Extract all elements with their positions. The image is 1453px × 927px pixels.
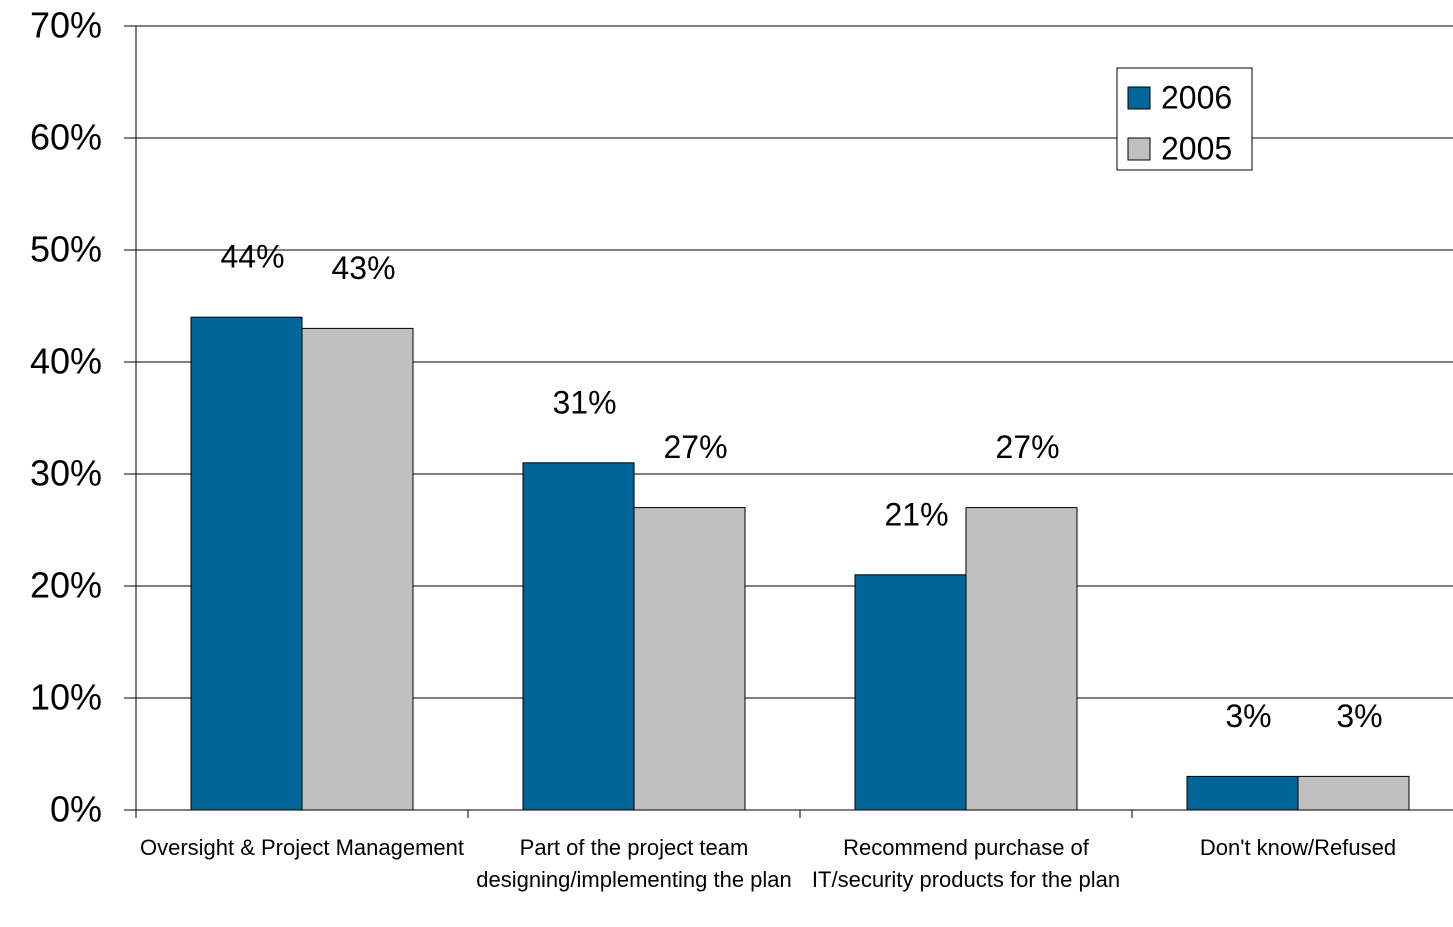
bar (633, 507, 746, 811)
y-tick-label: 20% (30, 565, 102, 606)
data-label: 3% (1336, 698, 1382, 734)
data-label: 27% (995, 429, 1059, 465)
data-label: 27% (663, 429, 727, 465)
y-tick-label: 30% (30, 453, 102, 494)
y-tick-label: 50% (30, 229, 102, 270)
legend-label: 2006 (1161, 79, 1232, 115)
bar (522, 462, 635, 811)
bar (965, 507, 1078, 811)
x-tick-label-box: Recommend purchase of IT/security produc… (811, 835, 1121, 892)
data-label: 3% (1225, 698, 1271, 734)
x-tick-label-box: Oversight & Project Management (139, 835, 465, 860)
legend-label: 2005 (1161, 130, 1232, 166)
legend-swatch (1127, 137, 1151, 161)
y-tick-label: 70% (30, 5, 102, 46)
data-label: 31% (552, 384, 616, 420)
y-tick-label: 0% (50, 789, 102, 830)
data-label: 44% (220, 239, 284, 275)
bar (1297, 775, 1410, 811)
legend-swatch (1127, 86, 1151, 110)
x-tick-label: Don't know/Refused (1199, 835, 1397, 860)
bar (190, 316, 303, 811)
data-label: 21% (884, 496, 948, 532)
y-tick-label: 10% (30, 677, 102, 718)
x-tick-label: Recommend purchase of IT/security produc… (811, 835, 1121, 892)
x-tick-label-box: Don't know/Refused (1199, 835, 1397, 860)
data-label: 43% (331, 250, 395, 286)
y-tick-label: 60% (30, 117, 102, 158)
y-tick-label: 40% (30, 341, 102, 382)
x-tick-label: Part of the project team designing/imple… (476, 835, 792, 892)
bar (1186, 775, 1299, 811)
x-tick-label-box: Part of the project team designing/imple… (476, 835, 792, 892)
bar (854, 574, 967, 811)
bar (301, 327, 414, 811)
x-tick-label: Oversight & Project Management (139, 835, 465, 860)
